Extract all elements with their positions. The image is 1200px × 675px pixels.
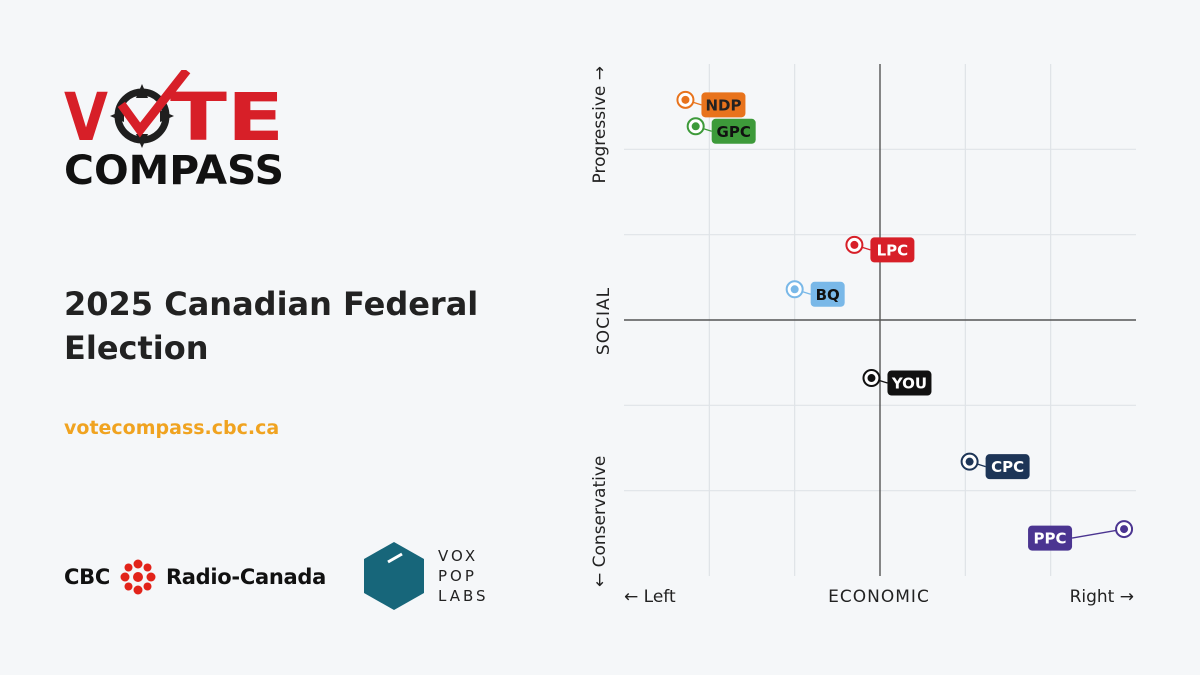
vox-pop-labs-text: VOX POP LABS xyxy=(438,547,489,605)
point-label: CPC xyxy=(991,458,1024,476)
point-marker-dot xyxy=(850,240,859,249)
point-gpc: GPC xyxy=(686,117,756,144)
point-marker-dot xyxy=(790,285,799,294)
political-compass-chart: ← Left ECONOMIC Right → Progressive → SO… xyxy=(590,64,1136,607)
compass-icon xyxy=(110,84,174,148)
x-axis-right-label: Right → xyxy=(1070,587,1134,607)
y-axis-title: SOCIAL xyxy=(594,287,614,355)
point-label: BQ xyxy=(816,286,840,304)
point-ppc: PPC xyxy=(1028,520,1134,551)
chart-axes xyxy=(624,64,1136,576)
page-title: 2025 Canadian Federal Election xyxy=(64,285,479,367)
point-label: GPC xyxy=(717,123,751,141)
svg-text:COMPASS: COMPASS xyxy=(64,148,284,188)
y-axis-top-label: Progressive → xyxy=(590,66,610,183)
point-lpc: LPC xyxy=(845,235,915,263)
point-label-badge xyxy=(870,237,915,263)
point-label-badge xyxy=(810,281,845,307)
svg-text:V: V xyxy=(64,79,108,156)
chart-points: NDP GPC LPC BQ YOU CPC PPC xyxy=(676,90,1134,551)
point-label-badge xyxy=(985,454,1030,480)
vote-compass-logo: V TE COMPASS xyxy=(64,70,284,188)
point-label: PPC xyxy=(1034,530,1067,548)
point-label-badge xyxy=(1028,525,1073,551)
radio-canada-text: Radio-Canada xyxy=(165,565,326,589)
x-axis-title: ECONOMIC xyxy=(828,587,930,607)
cbc-gem-icon xyxy=(120,559,156,595)
point-label: NDP xyxy=(705,96,741,114)
vox-pop-labs-logo: VOX POP LABS xyxy=(362,540,489,612)
point-you: YOU xyxy=(862,369,932,396)
vox-pop-labs-hexagon-icon xyxy=(364,542,424,610)
x-axis-left-label: ← Left xyxy=(624,587,676,607)
branding-panel: V TE COMPASS 2025 Canadian Federal Elect… xyxy=(0,0,560,675)
point-ndp: NDP xyxy=(676,90,746,118)
point-label: YOU xyxy=(891,375,927,393)
point-marker-dot xyxy=(691,122,700,131)
point-label: LPC xyxy=(877,241,909,259)
svg-text:TE: TE xyxy=(170,79,284,156)
cbc-text: CBC xyxy=(64,565,110,589)
point-bq: BQ xyxy=(785,280,845,307)
point-label-badge xyxy=(701,92,746,118)
cbc-radio-canada-logo: CBC Radio-Canada xyxy=(64,559,326,595)
point-cpc: CPC xyxy=(960,452,1030,480)
point-label-badge xyxy=(711,118,756,144)
website-link[interactable]: votecompass.cbc.ca xyxy=(64,417,280,439)
point-marker-dot xyxy=(867,374,876,383)
checkmark-icon xyxy=(117,70,191,138)
y-axis-bottom-label: ← Conservative xyxy=(590,456,610,587)
point-label-badge xyxy=(887,370,932,396)
point-marker-dot xyxy=(965,457,974,466)
point-marker-dot xyxy=(1120,525,1129,534)
point-marker-dot xyxy=(681,95,690,104)
